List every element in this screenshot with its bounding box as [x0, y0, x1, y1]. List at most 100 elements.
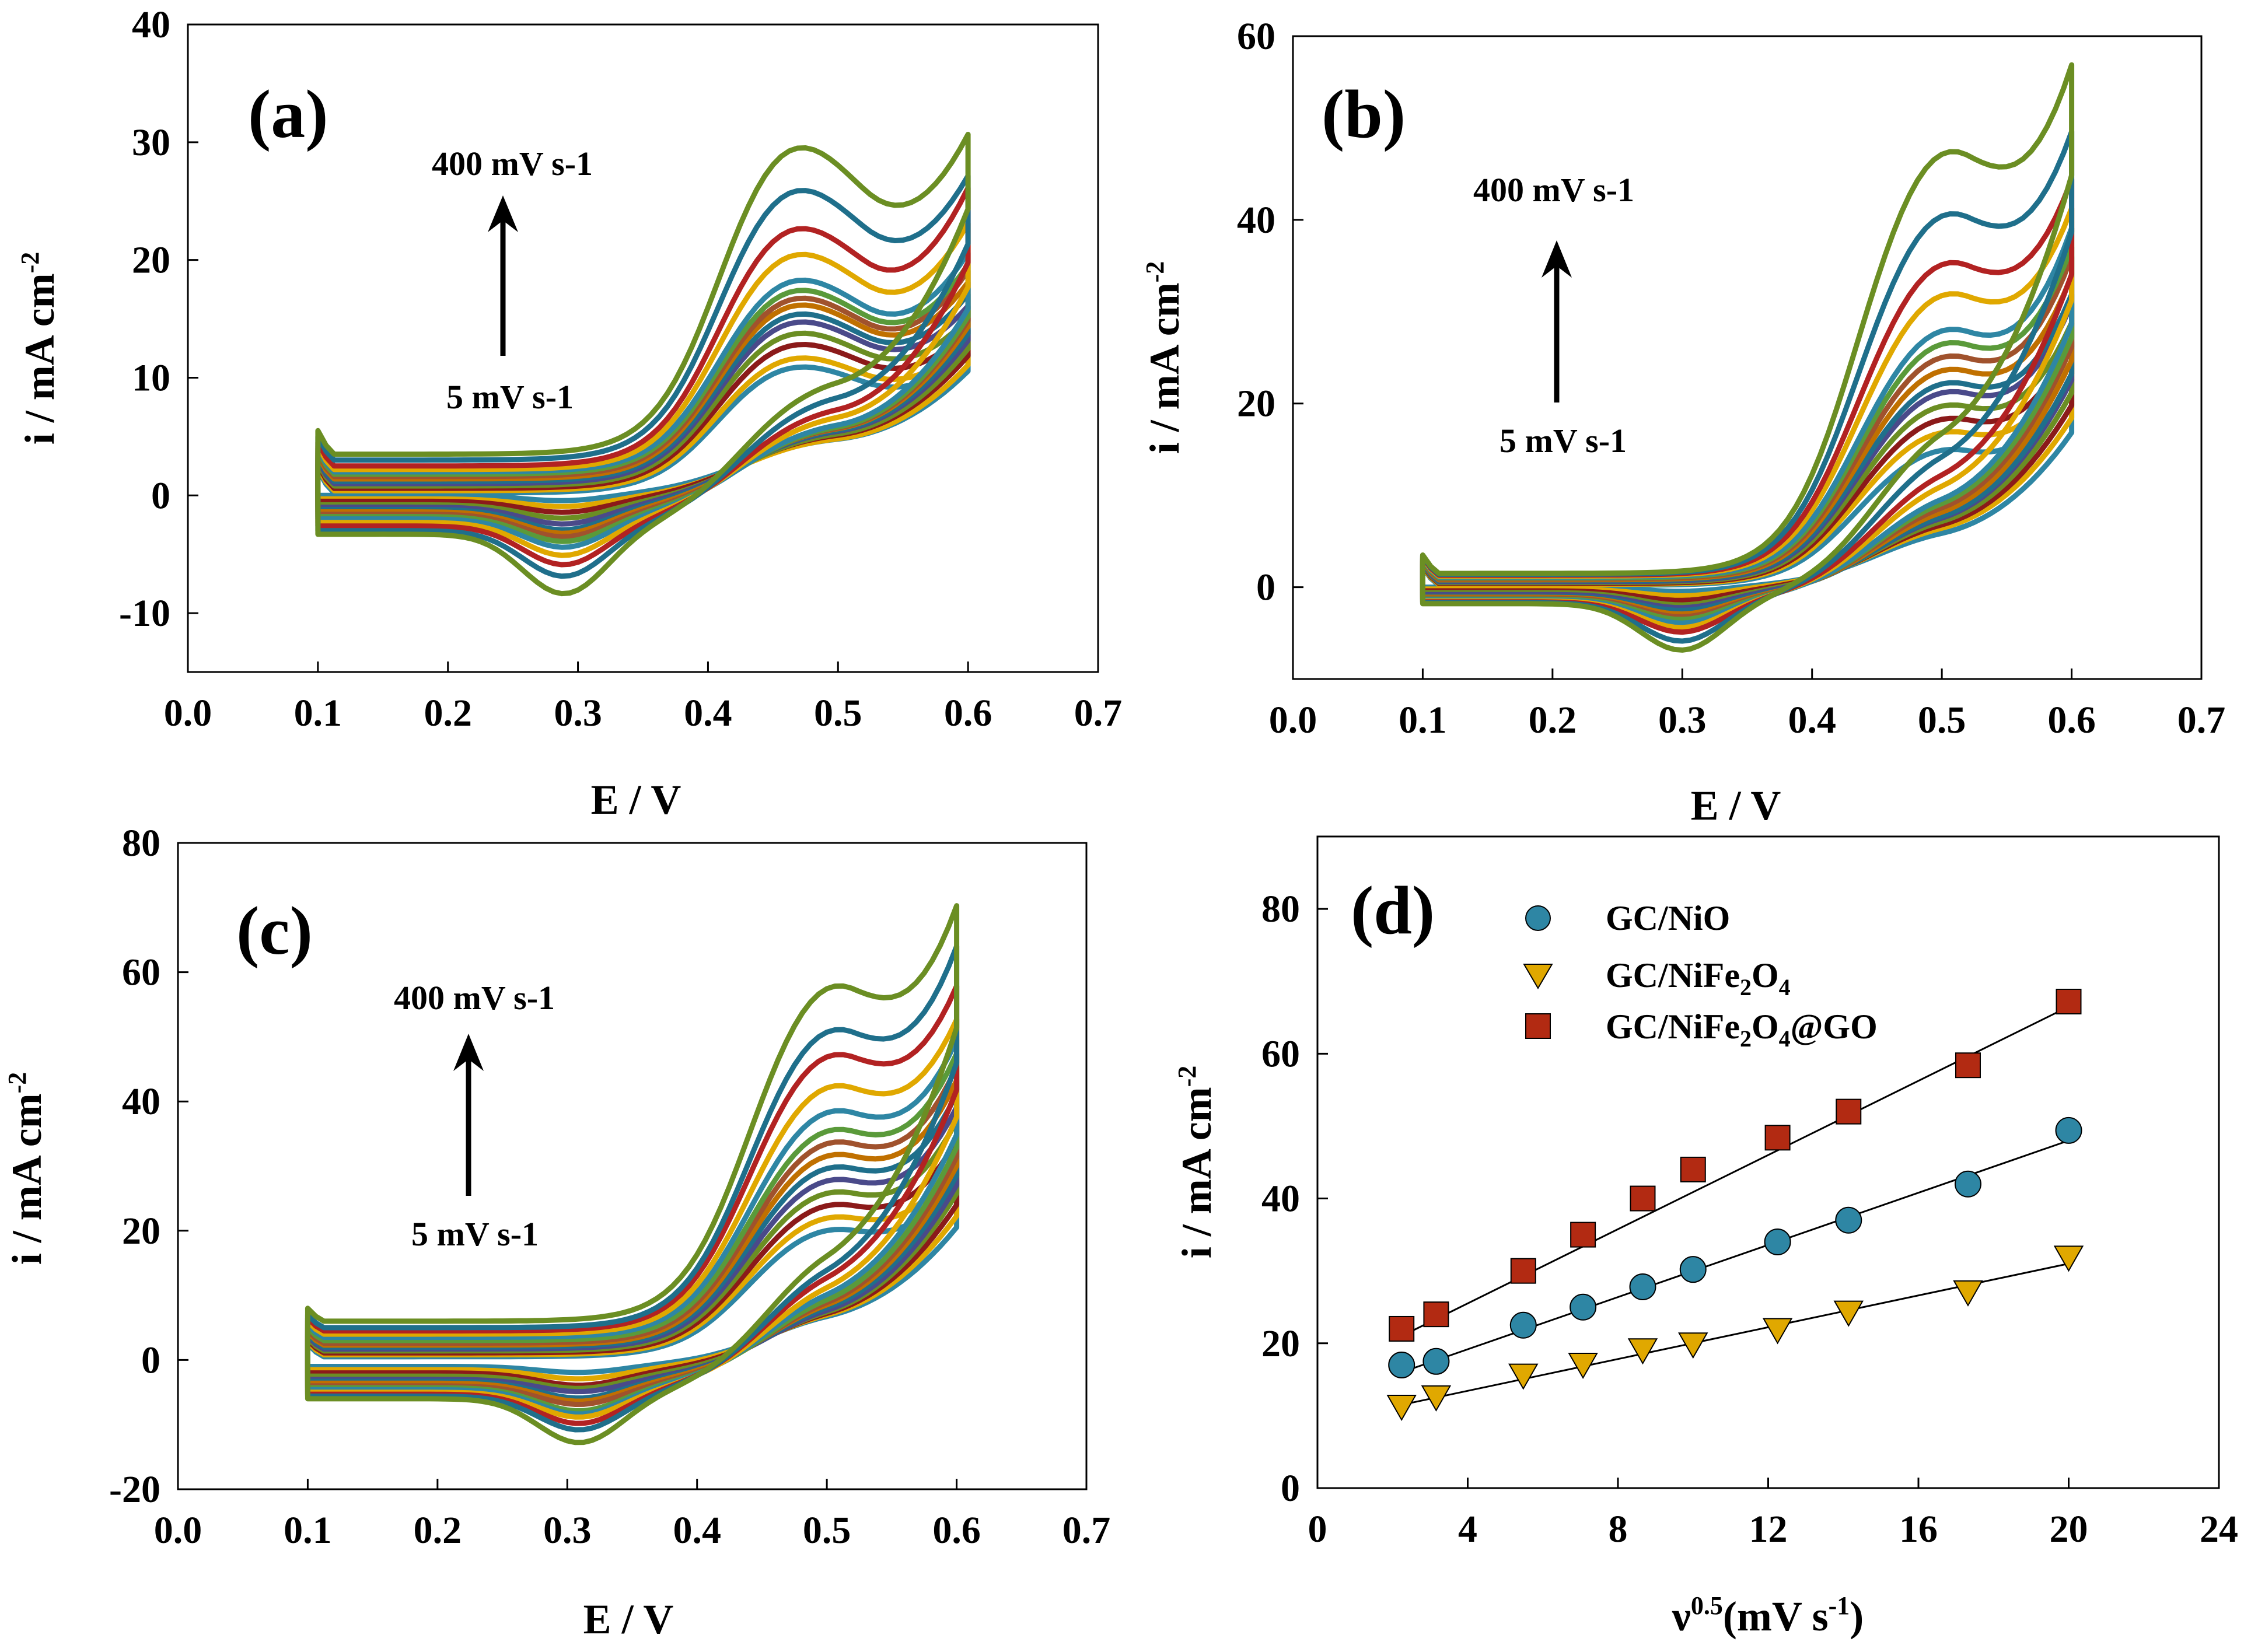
panel-c: 0.0 0.1 0.2 0.3 0.4 0.5 0.6 0.7 -20 0 20 40 60 80 (c… — [3, 822, 1110, 1643]
annotation-high-rate: 400 mV s-1 — [394, 979, 555, 1017]
x-tick-label: 4 — [1458, 1508, 1477, 1550]
x-tick-label: 12 — [1749, 1508, 1788, 1550]
panel-a: 0.0 0.1 0.2 0.3 0.4 0.5 0.6 0.7 -10 0 10 20 30 40 (a… — [16, 4, 1122, 823]
scan-rate-arrow — [488, 195, 518, 356]
point-triangle — [1762, 1318, 1793, 1345]
x-tick-label: 24 — [2200, 1508, 2238, 1550]
x-tick-label: 0.6 — [932, 1509, 981, 1552]
y-tick-label: -20 — [109, 1468, 160, 1511]
annotation-low-rate: 5 mV s-1 — [446, 378, 574, 416]
cv-curve-14 — [315, 131, 971, 597]
point-square — [1423, 1301, 1449, 1328]
cv-curve-12 — [315, 185, 971, 568]
point-triangle — [1568, 1353, 1598, 1380]
y-tick-label: 40 — [132, 4, 170, 46]
point-square — [1389, 1315, 1415, 1342]
point-circle — [2055, 1116, 2082, 1144]
x-tick-label: 8 — [1609, 1508, 1628, 1550]
point-circle — [1679, 1256, 1707, 1283]
cv-curve-11 — [315, 220, 971, 558]
plot-frame — [1316, 835, 2220, 1489]
x-tick-label: 0.2 — [1529, 699, 1577, 741]
y-tick-label: 0 — [141, 1339, 160, 1381]
x-tick-label: 0.1 — [294, 692, 342, 734]
point-circle — [1570, 1293, 1597, 1321]
point-triangle — [1386, 1394, 1417, 1422]
y-tick-label: 0 — [1281, 1467, 1300, 1510]
point-triangle — [2053, 1245, 2084, 1272]
point-triangle — [1421, 1385, 1452, 1412]
x-axis-label: ν0.5(mV s-1) — [1672, 1591, 1864, 1640]
data-points — [1386, 988, 2084, 1422]
x-axis-label: E / V — [591, 776, 681, 823]
cv-curves — [315, 131, 971, 597]
x-tick-label: 0 — [1308, 1508, 1327, 1550]
x-tick-label: 0.3 — [543, 1509, 592, 1552]
legend-marker-triangle — [1523, 964, 1553, 989]
point-triangle — [1627, 1338, 1658, 1365]
point-square — [1680, 1156, 1706, 1182]
cv-curve-13 — [315, 173, 971, 579]
x-axis-ticks: 0.0 0.1 0.2 0.3 0.4 0.5 0.6 0.7 — [154, 1479, 1110, 1552]
legend-item-gc-nife2o4-go: GC/NiFe2O4@GO — [1525, 1007, 1878, 1052]
point-square — [2056, 988, 2082, 1014]
point-circle — [1422, 1348, 1450, 1375]
point-circle — [1629, 1273, 1656, 1300]
cv-curve-10 — [305, 1037, 960, 1417]
cv-curves — [1420, 62, 2075, 653]
y-axis-ticks: 0 20 40 60 — [1237, 15, 1303, 609]
x-tick-label: 0.0 — [1269, 699, 1317, 741]
x-tick-label: 0.2 — [414, 1509, 462, 1552]
point-circle — [1764, 1228, 1791, 1256]
point-circle — [1388, 1352, 1415, 1379]
y-tick-label: 60 — [1237, 15, 1275, 58]
annotation-low-rate: 5 mV s-1 — [411, 1215, 539, 1253]
y-tick-label: 40 — [1237, 199, 1275, 242]
legend-label: GC/NiO — [1606, 899, 1730, 937]
scan-rate-arrow — [453, 1034, 484, 1196]
x-tick-label: 0.0 — [164, 692, 212, 734]
y-tick-label: -10 — [119, 592, 170, 635]
point-triangle — [1678, 1332, 1708, 1359]
point-circle — [1509, 1311, 1537, 1339]
point-triangle — [1508, 1363, 1539, 1390]
x-tick-label: 0.1 — [1399, 699, 1447, 741]
point-square — [1570, 1222, 1596, 1248]
point-circle — [1835, 1206, 1862, 1234]
y-axis-ticks: -20 0 20 40 60 80 — [109, 822, 188, 1511]
x-tick-label: 0.5 — [1918, 699, 1966, 741]
annotation-low-rate: 5 mV s-1 — [1499, 422, 1627, 460]
legend-marker-square — [1525, 1013, 1551, 1039]
x-axis-label: E / V — [583, 1596, 674, 1643]
x-axis-ticks: 0.0 0.1 0.2 0.3 0.4 0.5 0.6 0.7 — [1269, 668, 2225, 741]
cv-curves — [305, 903, 960, 1446]
panel-label: (c) — [236, 892, 313, 969]
point-square — [1630, 1185, 1656, 1212]
x-tick-label: 20 — [2050, 1508, 2088, 1550]
y-axis-label: i / mA cm-2 — [16, 252, 63, 445]
legend-item-gc-nife2o4: GC/NiFe2O4 — [1523, 956, 1791, 1000]
x-tick-label: 16 — [1899, 1508, 1938, 1550]
legend: GC/NiO GC/NiFe2O4 GC/NiFe2O4@GO — [1523, 899, 1878, 1052]
point-triangle — [1953, 1280, 1983, 1307]
x-axis-ticks: 0 4 8 12 16 20 24 — [1308, 1478, 2238, 1550]
scan-rate-arrow — [1542, 240, 1572, 402]
panel-label: (d) — [1351, 872, 1435, 949]
x-tick-label: 0.6 — [944, 692, 992, 734]
legend-item-gc-nio: GC/NiO — [1525, 899, 1730, 937]
x-tick-label: 0.7 — [1074, 692, 1123, 734]
panel-label: (a) — [248, 76, 328, 152]
y-tick-label: 20 — [122, 1210, 160, 1252]
y-tick-label: 20 — [1261, 1322, 1300, 1365]
legend-marker-circle — [1525, 905, 1551, 931]
point-circle — [1954, 1170, 1981, 1198]
x-tick-label: 0.4 — [684, 692, 732, 734]
y-axis-ticks: -10 0 10 20 30 40 — [119, 4, 198, 635]
point-square — [1510, 1258, 1536, 1284]
x-tick-label: 0.4 — [1788, 699, 1836, 741]
y-tick-label: 80 — [122, 822, 160, 864]
y-axis-label: i / mA cm-2 — [3, 1072, 50, 1265]
x-tick-label: 0.5 — [814, 692, 862, 734]
y-tick-label: 80 — [1261, 888, 1300, 930]
